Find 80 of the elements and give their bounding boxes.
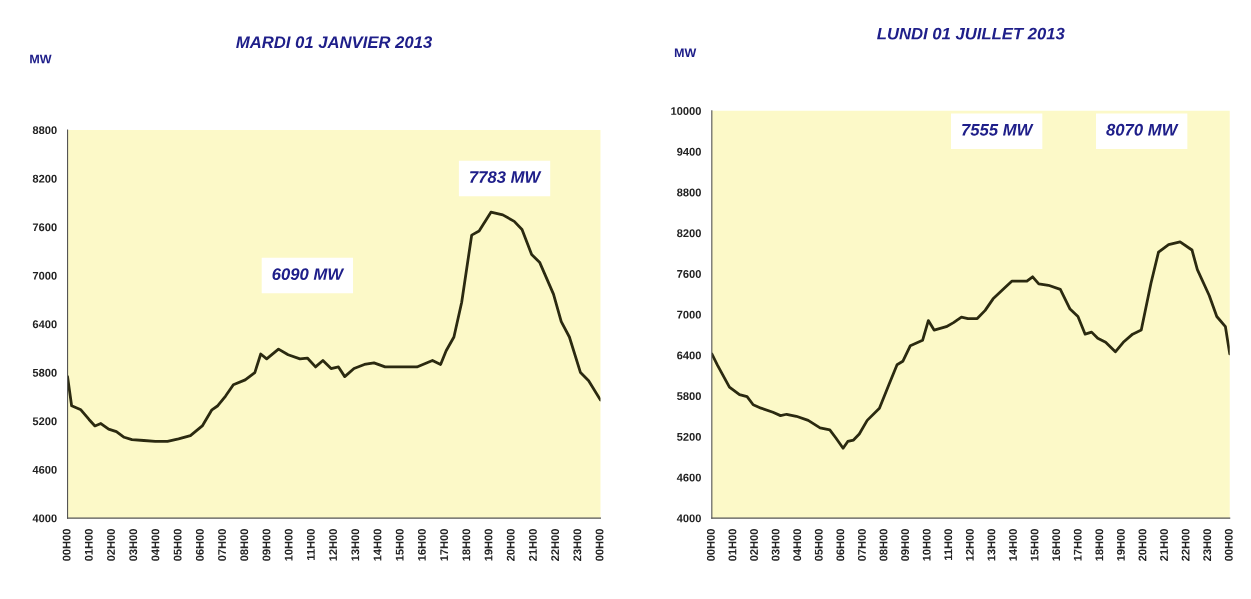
x-tick-label: 22H00 xyxy=(1181,529,1190,561)
x-tick-label: 20H00 xyxy=(506,529,515,561)
y-axis-title: MW xyxy=(30,54,52,64)
x-tick-label: 11H00 xyxy=(944,529,953,560)
x-tick-label: 09H00 xyxy=(901,529,910,561)
y-tick-label: 5800 xyxy=(32,368,57,377)
x-tick-label: 19H00 xyxy=(484,529,493,561)
x-tick-label: 14H00 xyxy=(373,529,382,561)
x-tick-label: 04H00 xyxy=(151,529,160,561)
x-tick-label: 12H00 xyxy=(965,529,974,561)
y-tick-label: 7600 xyxy=(677,270,701,278)
x-tick-label: 01H00 xyxy=(728,529,737,561)
y-tick-label: 8800 xyxy=(677,188,701,197)
x-tick-label: 10H00 xyxy=(922,529,931,561)
y-tick-label: 7600 xyxy=(32,223,57,232)
annotation: 6090 MW xyxy=(272,268,345,281)
y-tick-label: 4600 xyxy=(676,473,701,482)
x-tick-label: 16H00 xyxy=(1052,529,1061,561)
chart-title: MARDI 01 JANVIER 2013 xyxy=(236,36,433,49)
x-tick-label: 20H00 xyxy=(1138,529,1147,561)
y-tick-label: 8200 xyxy=(32,174,57,183)
x-tick-label: 02H00 xyxy=(107,529,115,561)
x-tick-label: 10H00 xyxy=(284,529,293,561)
x-tick-label: 15H00 xyxy=(395,529,404,561)
x-tick-label: 23H00 xyxy=(1203,529,1212,561)
x-tick-label: 04H00 xyxy=(793,529,802,561)
x-tick-label: 16H00 xyxy=(417,529,426,561)
x-tick-label: 00H00 xyxy=(62,529,71,561)
x-tick-label: 00H00 xyxy=(1224,529,1233,561)
y-tick-label: 6400 xyxy=(32,320,57,329)
x-tick-label: 06H00 xyxy=(195,529,204,561)
line-series xyxy=(711,240,1230,450)
y-tick-label: 7000 xyxy=(677,310,701,319)
x-tick-label: 03H00 xyxy=(771,529,780,561)
annotation: 7783 MW xyxy=(470,171,542,183)
y-tick-label: 6400 xyxy=(677,351,701,360)
y-tick-label: 7000 xyxy=(32,271,57,280)
x-tick-label: 14H00 xyxy=(1009,529,1017,561)
y-tick-label: 9400 xyxy=(677,147,701,156)
x-tick-label: 02H00 xyxy=(750,529,758,561)
x-tick-label: 11H00 xyxy=(306,529,315,560)
x-tick-label: 08H00 xyxy=(240,529,249,561)
x-tick-label: 06H00 xyxy=(836,529,845,561)
x-tick-label: 17H00 xyxy=(440,529,449,561)
x-tick-label: 13H00 xyxy=(987,529,996,561)
x-tick-label: 07H00 xyxy=(857,529,866,561)
x-tick-label: 22H00 xyxy=(551,529,560,561)
x-tick-label: 17H00 xyxy=(1073,529,1082,561)
x-tick-label: 18H00 xyxy=(462,529,471,561)
y-tick-label: 5200 xyxy=(677,432,701,441)
x-tick-label: 15H00 xyxy=(1030,529,1039,561)
x-tick-label: 01H00 xyxy=(84,529,93,561)
x-tick-label: 03H00 xyxy=(129,529,138,561)
x-tick-label: 09H00 xyxy=(262,529,271,561)
x-tick-label: 05H00 xyxy=(173,529,182,561)
x-tick-label: 08H00 xyxy=(879,529,888,561)
y-tick-label: 5800 xyxy=(677,392,701,401)
x-tick-label: 13H00 xyxy=(351,529,360,561)
line-series xyxy=(67,210,601,443)
annotation: 8070 MW xyxy=(1106,123,1179,136)
y-tick-label: 4600 xyxy=(32,465,57,474)
y-tick-label: 5200 xyxy=(32,417,57,426)
x-tick-label: 07H00 xyxy=(218,529,226,561)
y-tick-label: 10000 xyxy=(671,107,701,115)
x-tick-label: 18H00 xyxy=(1095,529,1104,561)
x-tick-label: 05H00 xyxy=(814,529,823,561)
x-tick-label: 12H00 xyxy=(329,529,337,561)
chart-title: LUNDI 01 JUILLET 2013 xyxy=(877,27,1065,40)
x-tick-label: 23H00 xyxy=(573,529,582,561)
x-tick-label: 00H00 xyxy=(706,529,715,561)
x-tick-label: 00H00 xyxy=(595,529,604,561)
y-tick-label: 4000 xyxy=(32,514,57,523)
y-tick-label: 4000 xyxy=(676,514,701,523)
annotation: 7555 MW xyxy=(962,124,1034,136)
x-tick-label: 19H00 xyxy=(1116,529,1125,561)
x-tick-label: 21H00 xyxy=(1160,529,1168,561)
y-axis-title: MW xyxy=(674,48,697,58)
y-tick-label: 8800 xyxy=(32,126,57,135)
y-tick-label: 8200 xyxy=(677,229,701,238)
x-tick-label: 21H00 xyxy=(528,529,537,561)
